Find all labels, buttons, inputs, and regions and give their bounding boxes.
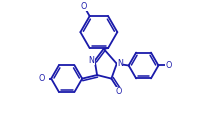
- Text: O: O: [115, 87, 122, 96]
- Text: O: O: [81, 2, 87, 11]
- Text: O: O: [39, 74, 45, 83]
- Text: N: N: [117, 59, 123, 68]
- Text: O: O: [165, 61, 171, 70]
- Text: N: N: [89, 56, 94, 65]
